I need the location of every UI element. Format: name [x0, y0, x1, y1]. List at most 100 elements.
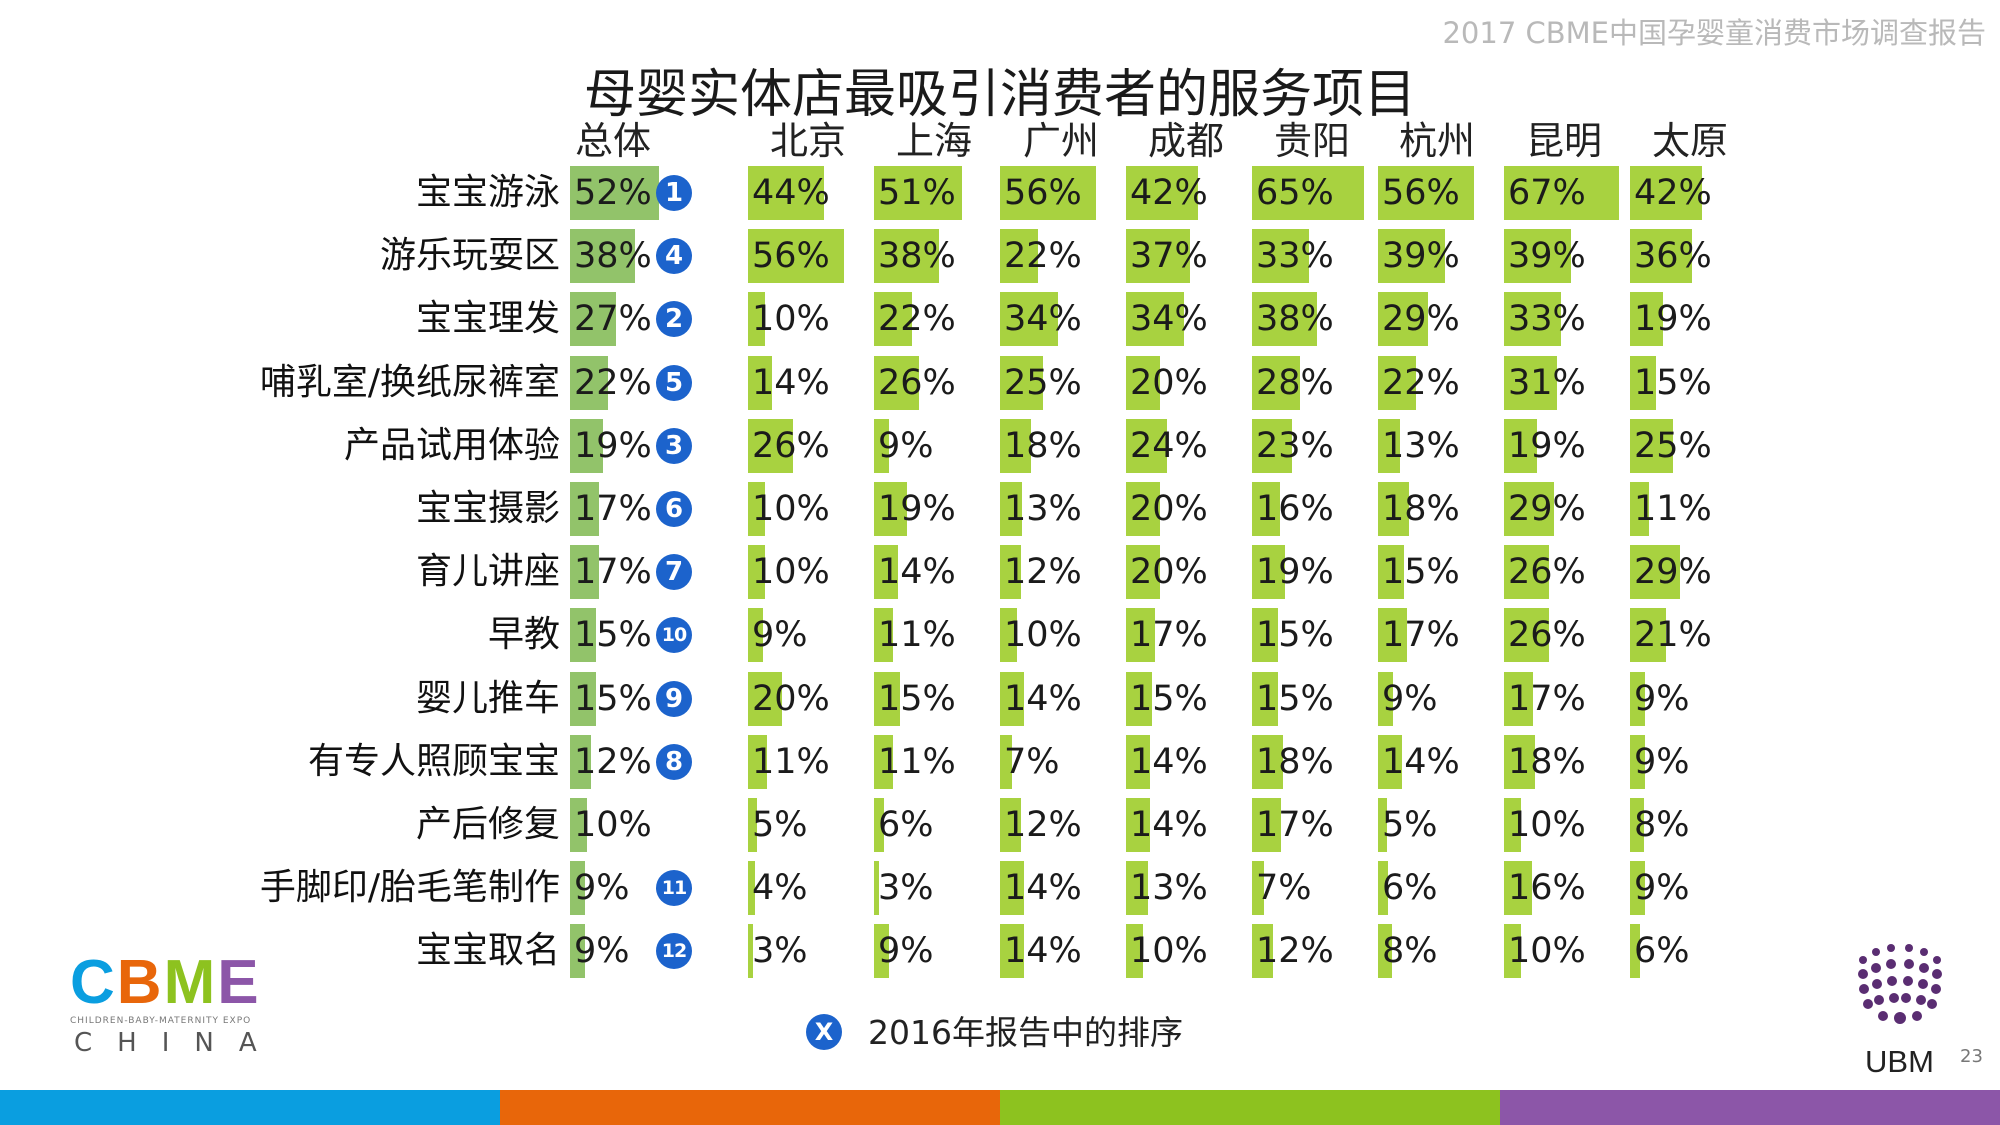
rank-2016-badge: 4 [656, 238, 692, 275]
bar-7-2 [1504, 292, 1561, 347]
bar-6-4 [1378, 418, 1401, 473]
bar-4-0 [1126, 166, 1199, 220]
data-label: 14% [1004, 678, 1082, 719]
data-label: 9% [574, 931, 630, 972]
data-label: 14% [1130, 741, 1208, 782]
rank-2016-badge: 9 [656, 680, 692, 717]
data-label: 26% [1508, 552, 1586, 593]
data-label: 20% [752, 678, 830, 719]
data-label: 13% [1004, 489, 1082, 529]
data-label: 10% [1508, 805, 1586, 845]
data-label: 34% [1004, 299, 1082, 340]
data-label: 52% [574, 173, 652, 213]
bar-0-9 [570, 734, 591, 789]
data-label: 15% [1634, 362, 1712, 403]
bar-8-11 [1630, 861, 1646, 916]
bar-1-8 [748, 671, 783, 726]
bar-3-12 [1000, 924, 1025, 979]
data-label: 14% [1382, 741, 1460, 782]
bar-6-1 [1378, 229, 1446, 284]
data-label: 29% [1382, 299, 1460, 340]
bar-8-8 [1630, 671, 1646, 726]
bar-2-11 [874, 861, 880, 916]
bar-3-7 [1000, 608, 1018, 663]
data-label: 14% [1004, 931, 1082, 972]
bar-0-12 [570, 924, 586, 979]
bar-8-5 [1630, 482, 1649, 536]
bar-2-0 [874, 166, 962, 220]
category-label: 宝宝摄影 [415, 488, 560, 529]
data-label: 20% [1130, 362, 1208, 403]
bar-6-0 [1378, 166, 1475, 220]
bar-1-0 [748, 166, 824, 220]
category-label: 育儿讲座 [415, 551, 560, 593]
bar-7-5 [1504, 482, 1554, 536]
bar-7-6 [1504, 545, 1549, 600]
bar-2-12 [874, 924, 890, 979]
bar-7-7 [1504, 608, 1549, 663]
bar-6-9 [1378, 734, 1403, 789]
bar-5-4 [1252, 418, 1292, 473]
category-label: 宝宝理发 [415, 298, 560, 340]
data-label: 24% [1130, 425, 1208, 466]
bar-8-3 [1630, 355, 1656, 410]
bar-8-4 [1630, 418, 1673, 473]
data-label: 18% [1004, 425, 1082, 466]
bar-7-9 [1504, 734, 1535, 789]
bar-7-3 [1504, 355, 1558, 410]
data-label: 20% [1130, 489, 1208, 529]
data-label: 38% [574, 236, 652, 277]
bar-4-5 [1126, 482, 1161, 536]
bar-2-7 [874, 608, 893, 663]
data-label: 27% [574, 299, 652, 340]
data-label: 9% [1634, 678, 1690, 719]
data-label: 14% [878, 552, 956, 593]
bar-0-3 [570, 355, 608, 410]
rank-2016-badge: 6 [656, 491, 692, 527]
data-label: 18% [1508, 741, 1586, 782]
bar-1-5 [748, 482, 766, 536]
data-label: 14% [752, 362, 830, 403]
rank-2016-badge: 10 [656, 617, 692, 654]
bar-4-2 [1126, 292, 1185, 347]
data-label: 6% [1382, 868, 1438, 909]
data-label: 10% [1508, 931, 1586, 972]
data-label: 8% [1634, 805, 1690, 845]
column-header: 上海 [895, 119, 972, 163]
category-label: 有专人照顾宝宝 [307, 740, 560, 782]
bar-3-3 [1000, 355, 1043, 410]
category-label: 产后修复 [415, 804, 560, 845]
column-header: 杭州 [1398, 119, 1475, 163]
cbme-logo: CBME CHILDREN-BABY-MATERNITY EXPO CHINA [70, 948, 290, 1060]
rank-2016-badge: 8 [656, 743, 692, 780]
data-label: 7% [1004, 741, 1060, 782]
bar-3-6 [1000, 545, 1021, 600]
ubm-logo: UBM [1855, 938, 1945, 1079]
data-label: 21% [1634, 615, 1712, 656]
bar-1-11 [748, 861, 755, 916]
data-label: 10% [574, 805, 652, 845]
data-label: 25% [1004, 362, 1082, 403]
bar-7-1 [1504, 229, 1572, 284]
column-header: 成都 [1147, 119, 1224, 163]
data-label: 10% [752, 299, 830, 340]
data-label: 3% [752, 931, 808, 972]
data-label: 17% [1508, 678, 1586, 719]
bar-6-12 [1378, 924, 1392, 979]
rank-2016-badge: 11 [656, 870, 692, 907]
data-label: 26% [1508, 615, 1586, 656]
bar-5-5 [1252, 482, 1280, 536]
cbme-letter-b: B [116, 948, 164, 1017]
data-label: 13% [1382, 425, 1460, 466]
category-label: 宝宝取名 [415, 930, 560, 972]
data-label: 17% [1382, 615, 1460, 656]
data-label: 4% [752, 868, 808, 909]
column-header: 总体 [574, 119, 651, 163]
rank-2016-badge: 2 [656, 301, 692, 338]
data-label: 22% [1004, 236, 1082, 277]
bar-2-4 [874, 418, 890, 473]
bar-6-10 [1378, 798, 1387, 852]
cbme-subtitle: CHILDREN-BABY-MATERNITY EXPO [70, 1016, 252, 1026]
bar-8-0 [1630, 166, 1703, 220]
data-label: 6% [1634, 931, 1690, 972]
